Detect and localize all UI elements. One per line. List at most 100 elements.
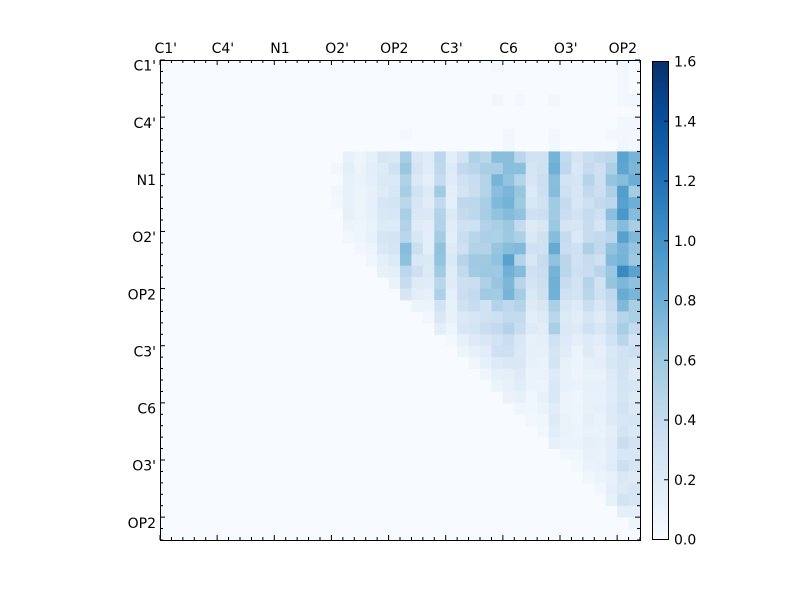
y-tick-label: C3' [133,344,156,360]
heatmap-cell [480,231,492,244]
heatmap-cell [468,265,481,278]
heatmap-cell [560,231,572,244]
heatmap-cell [571,288,584,301]
heatmap-cell [605,345,618,358]
heatmap-cell [617,242,629,255]
heatmap-cell [628,414,641,427]
colorbar-tick-label: 1.4 [674,114,696,130]
heatmap-cell [491,368,504,381]
heatmap-cell [480,311,492,324]
heatmap-cell [422,300,435,312]
heatmap-cell [571,151,584,164]
heatmap-cell [617,71,629,84]
heatmap-cell [525,231,538,244]
heatmap-cell [628,151,641,164]
heatmap-cell [514,242,527,255]
heatmap-cell [422,174,435,187]
heatmap-cell [400,277,412,289]
heatmap-cell [594,162,607,175]
heatmap-cell [548,311,561,324]
heatmap-cell [605,254,618,267]
heatmap-cell [480,288,492,301]
heatmap-cell [628,345,641,358]
heatmap-cell [480,162,492,175]
heatmap-cell [457,334,469,347]
y-axis: C1' C4' N1 O2' OP2 C3' C6 O3' OP2 [128,59,640,541]
heatmap-cell [582,151,595,164]
heatmap-cell [594,402,607,415]
heatmap-cell [571,162,584,175]
heatmap-cell [365,197,378,209]
heatmap-cell [617,425,629,438]
heatmap-cell [582,425,595,438]
heatmap-cell [434,162,447,175]
heatmap-cell [617,128,629,141]
heatmap-cell [480,174,492,187]
heatmap-cell [617,254,629,267]
heatmap-cell [445,185,458,198]
heatmap-cell [548,414,561,427]
heatmap-cell [354,231,367,244]
heatmap-cell [548,288,561,301]
heatmap-cell [594,185,607,198]
heatmap-cell [537,391,549,404]
heatmap-cell [571,460,584,472]
heatmap-cell [491,277,504,289]
heatmap-cell [491,322,504,335]
heatmap-cell [388,265,401,278]
heatmap-cell [571,242,584,255]
heatmap-cell [400,151,412,164]
heatmap-cell [445,151,458,164]
heatmap-cell [628,505,641,518]
heatmap-cell [548,425,561,438]
heatmap-cell [628,494,641,507]
heatmap-cell [457,174,469,187]
heatmap-cell [560,322,572,335]
heatmap-cell [422,208,435,221]
heatmap-cell [617,197,629,209]
heatmap-cell [400,288,412,301]
heatmap-cell [571,197,584,209]
heatmap-cell [571,300,584,312]
heatmap-cell [434,174,447,187]
heatmap-cell [457,345,469,358]
heatmap-cell [342,151,355,164]
heatmap-cell [571,265,584,278]
heatmap-cell [468,277,481,289]
heatmap-cell [480,277,492,289]
heatmap-cell [434,277,447,289]
colorbar-tick-label: 0.2 [674,473,696,489]
heatmap-cell [628,380,641,392]
heatmap-cell [468,357,481,369]
heatmap-cell [525,391,538,404]
heatmap-cell [571,414,584,427]
heatmap-cell [411,208,424,221]
heatmap-cell [537,322,549,335]
heatmap-cell [571,425,584,438]
heatmap-cell [617,494,629,507]
heatmap-cell [377,231,389,244]
heatmap-cells [160,60,641,540]
heatmap-cell [605,334,618,347]
heatmap-cell [491,162,504,175]
heatmap-cell [422,265,435,278]
heatmap-cell [537,402,549,415]
heatmap-cell [582,380,595,392]
heatmap-cell [605,185,618,198]
heatmap-cell [400,128,412,141]
heatmap-cell [594,311,607,324]
heatmap-cell [331,197,344,209]
heatmap-cell [525,380,538,392]
heatmap-cell [388,162,401,175]
heatmap-cell [457,288,469,301]
heatmap-cell [548,402,561,415]
heatmap-cell [388,242,401,255]
heatmap-cell [514,345,527,358]
heatmap-cell [480,334,492,347]
heatmap-cell [605,277,618,289]
heatmap-cell [468,197,481,209]
heatmap-cell [628,437,641,449]
y-tick-label: O2' [132,230,156,246]
x-tick-label: OP2 [380,41,408,57]
